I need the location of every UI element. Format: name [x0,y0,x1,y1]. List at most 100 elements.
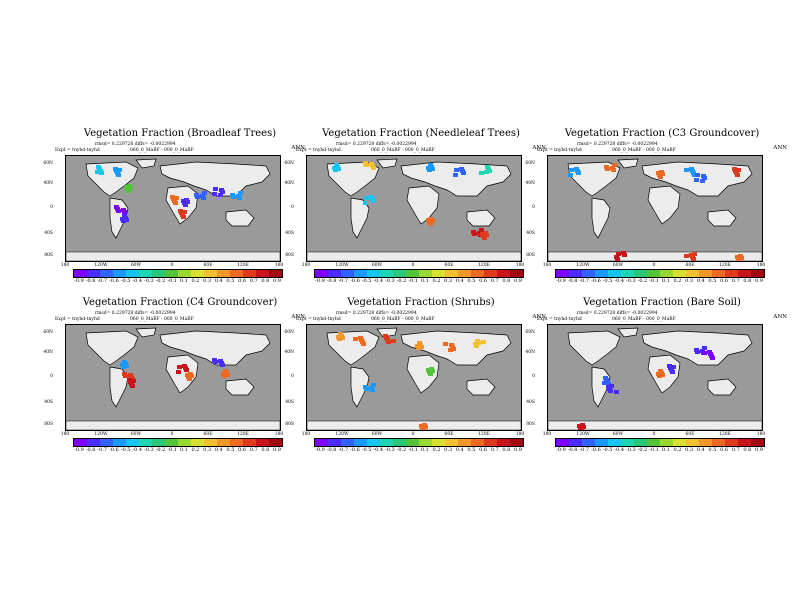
anomaly-cell [691,257,696,261]
expt-text: Expt = tnyhd-tnyhd [537,148,582,153]
anomaly-cell [602,381,607,385]
anomaly-cell [126,189,131,193]
colorbar-tick-label: 0.3 [203,447,212,453]
colorbar-swatch [354,270,367,277]
colorbar-tick-label: 0.6 [479,447,488,453]
anomaly-cell [117,168,122,172]
colorbar-tick-label: -0.1 [649,447,659,453]
anomaly-cell [427,168,432,172]
colorbar-swatch [341,270,354,277]
anomaly-cell [220,190,225,194]
colorbar-tick-label: -0.3 [385,278,395,284]
anomaly-cell [185,200,190,204]
anomaly-cell [569,168,574,172]
land-outline [159,330,271,366]
colorbar-labels: -0.9 -0.8 -0.7 -0.6 -0.5 -0.4 -0.3 -0.2 -0.1 0.1 0… [73,278,283,286]
lat-tick-label: 80S [526,253,535,258]
colorbar-swatch [497,439,510,446]
colorbar-tick-label: 0.1 [661,278,670,284]
colorbar-tick-label: 0.4 [696,447,705,453]
colorbar-swatch [510,270,523,277]
antarctica [66,420,280,430]
lat-tick-label: 40S [526,400,535,405]
colorbar-tick-label: 0.2 [673,447,682,453]
colorbar-swatch [191,439,204,446]
colorbar-tick-label: -0.8 [85,278,96,284]
anomaly-cell [461,171,466,175]
case-text: 060_0_MaBF - 000_0_MaBF [130,148,194,153]
colorbar-tick-label: 0.3 [444,447,453,453]
anomaly-cell [702,351,707,355]
colorbar-tick-label: -0.6 [350,447,360,453]
land-outline [350,366,370,408]
colorbar-tick-label: -0.6 [109,278,119,284]
colorbar-swatch [497,270,510,277]
lat-tick-label: 40N [284,181,294,186]
colorbar-tick-label: -0.9 [74,447,84,453]
colorbar-swatch [243,439,256,446]
chart-title: Vegetation Fraction (Bare Soil) [583,297,741,308]
colorbar-swatch [595,270,608,277]
colorbar-tick-label: -0.2 [396,447,407,453]
lat-tick-label: 80S [526,422,535,427]
anomaly-cell [212,192,217,196]
period-label: ANN [532,314,546,320]
anomaly-cell [340,336,345,340]
colorbar-tick-label: 0.1 [661,447,670,453]
colorbar-tick-label: -0.9 [556,278,566,284]
colorbar-tick-label: -0.7 [338,447,349,453]
colorbar-tick-label: 0.3 [685,278,694,284]
map-plot [65,324,281,431]
anomaly-cell [361,342,366,346]
map-svg [307,327,521,430]
lon-tick-label: 60W [130,263,142,268]
lon-tick-label: 180 [274,432,284,437]
colorbar-tick-label: 0.2 [191,447,200,453]
chart-title: Vegetation Fraction (C4 Groundcover) [82,297,278,308]
lon-tick-label: 120W [576,263,590,268]
lon-tick-label: 60W [612,263,624,268]
anomaly-cell [616,252,621,256]
colorbar-tick-label: 0.7 [490,447,499,453]
anomaly-cell [660,172,665,176]
colorbar-swatch [230,439,243,446]
colorbar-tick-label: 0.1 [420,447,429,453]
anomaly-cell [95,170,100,174]
antarctica [548,420,762,430]
anomaly-cell [371,383,376,387]
colorbar-swatch [445,439,458,446]
colorbar-tick-label: -0.7 [338,278,349,284]
colorbar-swatch [458,270,471,277]
colorbar-tick-label: -0.7 [579,447,590,453]
anomaly-cell [177,365,182,369]
lat-tick-label: 0 [50,374,53,379]
colorbar-tick-label: -0.2 [637,447,648,453]
colorbar-swatch [569,270,582,277]
anomaly-cell [609,384,614,388]
lat-tick-label: 80S [44,422,53,427]
anomaly-cell [184,368,189,372]
colorbar-labels: -0.9 -0.8 -0.7 -0.6 -0.5 -0.4 -0.3 -0.2 -0.1 0.1 0… [314,278,524,286]
map-svg [548,158,762,261]
land-outline [376,158,398,169]
lon-tick-label: 60E [444,263,454,268]
colorbar-swatch [139,270,152,277]
colorbar-swatch [445,270,458,277]
colorbar-swatch [673,270,686,277]
colorbar-swatch [432,270,445,277]
rmsd-text: rmsd= 0.229728 diffs= -0.0022994 [577,311,658,316]
anomaly-cell [173,201,178,205]
lat-tick-label: 60N [284,161,294,166]
colorbar-swatch [582,270,595,277]
anomaly-cell [371,199,376,203]
colorbar-tick-label: 0.2 [432,278,441,284]
colorbar-swatch [484,270,497,277]
rmsd-text: rmsd= 0.229728 diffs= -0.0022994 [336,311,417,316]
colorbar-swatch [100,270,113,277]
land-outline [135,327,157,338]
anomaly-cell [213,360,218,364]
colorbar-tick-label: 0.6 [720,278,729,284]
anomaly-cell [736,168,741,172]
land-outline [135,158,157,169]
anomaly-cell [195,195,200,199]
